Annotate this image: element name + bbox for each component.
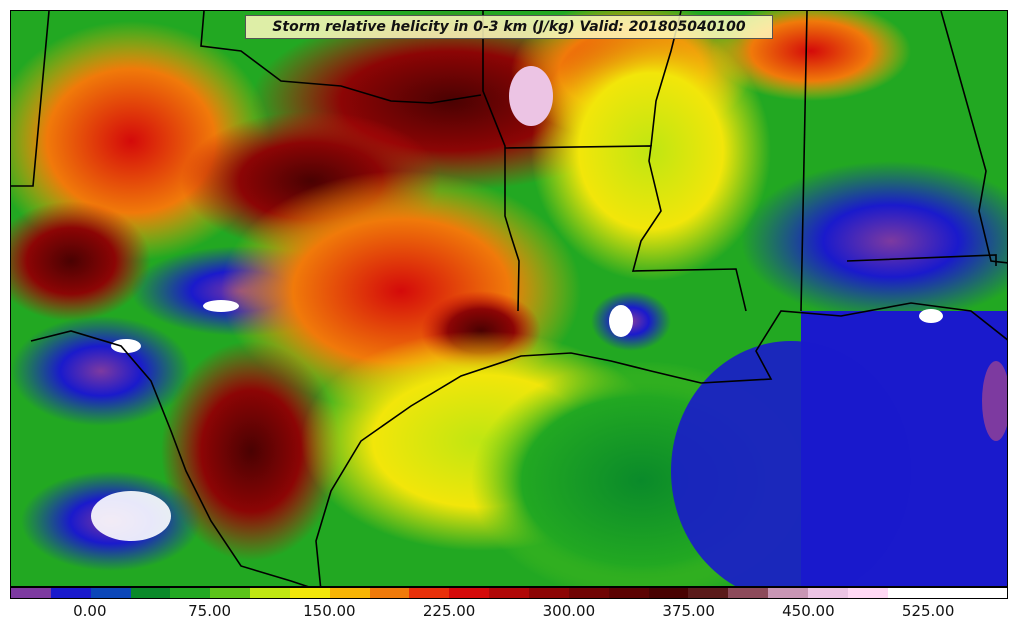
colorbar-tick-label: 225.00 xyxy=(422,602,476,620)
colorbar-swatch xyxy=(768,588,808,598)
colorbar-swatch xyxy=(449,588,490,598)
colorbar-swatch xyxy=(887,588,928,598)
colorbar-tick-label: 375.00 xyxy=(662,602,715,620)
nm-border xyxy=(11,11,50,187)
colorbar-ticks: 0.00 75.00 150.00 225.00 300.00 375.00 450.00 5… xyxy=(10,600,1008,628)
rio-grande xyxy=(30,330,309,586)
colorbar-tick-label: 0.00 xyxy=(73,602,107,620)
colorbar-swatch xyxy=(11,588,51,598)
colorbar-swatch xyxy=(967,588,1008,598)
colorbar-tick-label: 75.00 xyxy=(188,602,232,620)
colorbar-swatch xyxy=(250,588,290,598)
tx-east-border xyxy=(482,11,520,312)
colorbar-swatch xyxy=(329,588,370,598)
red-river-border xyxy=(200,11,482,104)
colorbar-swatch xyxy=(847,588,888,598)
colorbar-swatch xyxy=(528,588,569,598)
ga-fl-border xyxy=(940,11,1007,264)
colorbar-swatch xyxy=(170,588,211,598)
sw-tx-low-helicity xyxy=(11,316,191,426)
colorbar-swatch xyxy=(648,588,689,598)
colorbar-swatch xyxy=(289,588,330,598)
high-helicity-cell-north xyxy=(509,66,553,126)
colorbar-swatch xyxy=(728,588,769,598)
white-cell-louisiana xyxy=(609,305,633,337)
white-cells-mexico xyxy=(91,491,171,541)
west-maroon-cell xyxy=(11,201,151,321)
colorbar-swatch xyxy=(130,588,171,598)
colorbar-swatch xyxy=(608,588,649,598)
colorbar xyxy=(10,587,1008,599)
gulf-blue-lobe xyxy=(671,341,911,586)
helicity-map xyxy=(10,10,1008,587)
colorbar-swatch xyxy=(409,588,450,598)
colorbar-swatch xyxy=(688,588,729,598)
colorbar-swatch xyxy=(489,588,529,598)
colorbar-swatch xyxy=(369,588,410,598)
colorbar-swatch xyxy=(568,588,609,598)
map-canvas xyxy=(11,11,1007,586)
south-tx-maroon xyxy=(161,341,341,561)
white-cell-gulf xyxy=(919,309,943,323)
southeast-low-helicity xyxy=(741,161,1007,321)
ar-la-border xyxy=(504,145,747,312)
colorbar-tick-label: 150.00 xyxy=(303,602,356,620)
colorbar-tick-label: 525.00 xyxy=(901,602,955,620)
colorbar-tick-label: 450.00 xyxy=(782,602,835,620)
colorbar-swatch xyxy=(50,588,91,598)
ms-al-border xyxy=(800,11,808,312)
map-title: Storm relative helicity in 0-3 km (J/kg)… xyxy=(245,15,773,39)
gulf-coastline xyxy=(315,302,1007,586)
colorbar-swatch xyxy=(807,588,848,598)
colorbar-swatch xyxy=(210,588,251,598)
colorbar-swatch xyxy=(927,588,968,598)
white-cell-west xyxy=(111,339,141,353)
colorbar-tick-label: 300.00 xyxy=(542,602,596,620)
white-cell-central xyxy=(203,300,239,312)
gulf-purple-streak xyxy=(982,361,1007,441)
boundaries xyxy=(11,11,1007,586)
colorbar-swatch xyxy=(90,588,131,598)
